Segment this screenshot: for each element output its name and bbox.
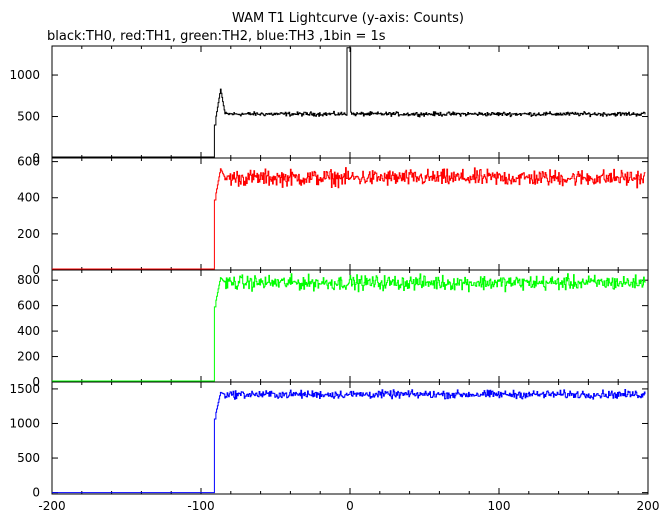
y-tick-label: 500: [17, 451, 40, 465]
series-th0-line: [52, 47, 646, 158]
y-tick-label: 800: [17, 273, 40, 287]
series-th1-line: [52, 167, 646, 270]
chart-subtitle: black:TH0, red:TH1, green:TH2, blue:TH3 …: [47, 29, 386, 44]
x-tick-label: -100: [187, 499, 214, 513]
x-tick-label: 0: [346, 499, 354, 513]
y-tick-label: 0: [32, 375, 40, 389]
chart-title: WAM T1 Lightcurve (y-axis: Counts): [232, 11, 464, 26]
panel-frame: [51, 381, 649, 495]
y-tick-label: 1500: [9, 382, 40, 396]
y-tick-label: 600: [17, 299, 40, 313]
panel-th3: 0 500 1000 1500: [9, 381, 649, 500]
y-tick-label: 0: [32, 486, 40, 500]
series-th3-line: [52, 389, 646, 494]
panel-th0: 0 500 1000: [9, 45, 649, 165]
panel-th1: 0 200 400 600: [17, 155, 649, 277]
panel-th2: 0 200 400 600 800: [17, 269, 649, 389]
y-tick-label: 400: [17, 324, 40, 338]
y-tick-label: 1000: [9, 68, 40, 82]
panel-frame: [51, 45, 649, 159]
y-tick-label: 400: [17, 191, 40, 205]
x-tick-label: 200: [637, 499, 660, 513]
y-tick-label: 0: [32, 151, 40, 165]
y-tick-label: 600: [17, 155, 40, 169]
y-tick-label: 0: [32, 263, 40, 277]
y-tick-label: 200: [17, 227, 40, 241]
panels: 0500100002004006000200400600800050010001…: [9, 45, 660, 513]
x-tick-label: 100: [488, 499, 511, 513]
y-tick-label: 500: [17, 110, 40, 124]
series-th2-line: [52, 273, 646, 382]
y-tick-label: 1000: [9, 416, 40, 430]
x-tick-label: -200: [38, 499, 65, 513]
y-tick-label: 200: [17, 350, 40, 364]
